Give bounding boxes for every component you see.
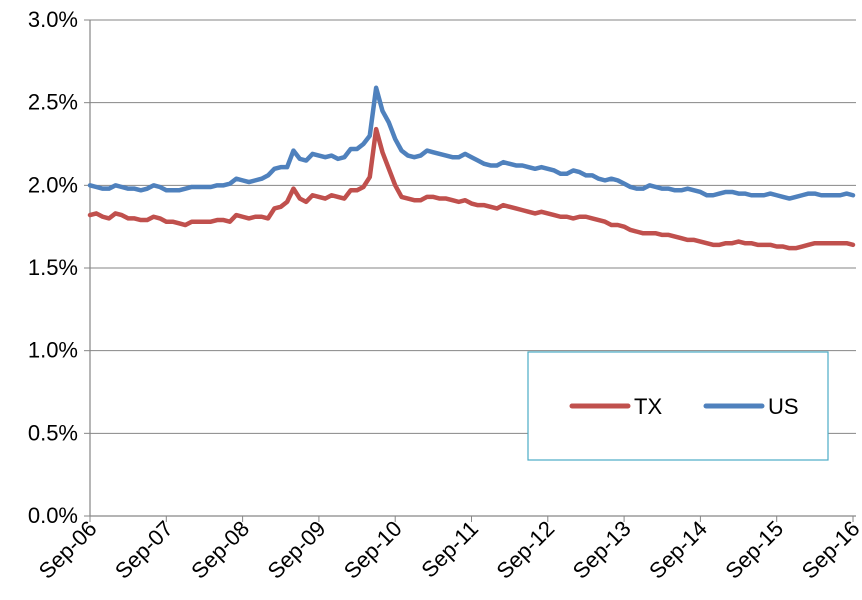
x-tick-label: Sep-13: [568, 516, 636, 584]
y-tick-label: 1.5%: [28, 255, 78, 280]
legend-label-us: US: [768, 394, 799, 419]
series-us: [87, 85, 856, 201]
series-tx: [87, 126, 856, 251]
series-line-us: [87, 85, 856, 201]
x-tick-label: Sep-08: [186, 516, 254, 584]
x-tick-label: Sep-15: [720, 516, 788, 584]
series-lines: [87, 85, 856, 251]
x-tick-label: Sep-11: [416, 516, 483, 583]
y-tick-label: 1.0%: [28, 338, 78, 363]
legend: TX US: [527, 351, 829, 461]
y-tick-label: 0.5%: [28, 420, 78, 445]
y-tick-label: 2.0%: [28, 172, 78, 197]
x-tick-label: Sep-12: [491, 516, 559, 584]
y-tick-label: 3.0%: [28, 7, 78, 32]
legend-label-tx: TX: [634, 394, 662, 419]
y-tick-label: 2.5%: [28, 90, 78, 115]
x-tick-label: Sep-10: [339, 516, 407, 584]
y-tick-label: 0.0%: [28, 503, 78, 528]
x-tick-label: Sep-16: [797, 516, 862, 584]
x-axis-ticks: Sep-06 Sep-07 Sep-08 Sep-09 Sep-10 Sep-11 Sep-…: [34, 516, 862, 584]
x-tick-label: Sep-07: [110, 516, 178, 584]
y-axis-ticks: 0.0% 0.5% 1.0% 1.5% 2.0% 2.5% 3.0%: [28, 7, 90, 528]
x-tick-label: Sep-09: [263, 516, 331, 584]
x-tick-label: Sep-14: [644, 516, 712, 584]
